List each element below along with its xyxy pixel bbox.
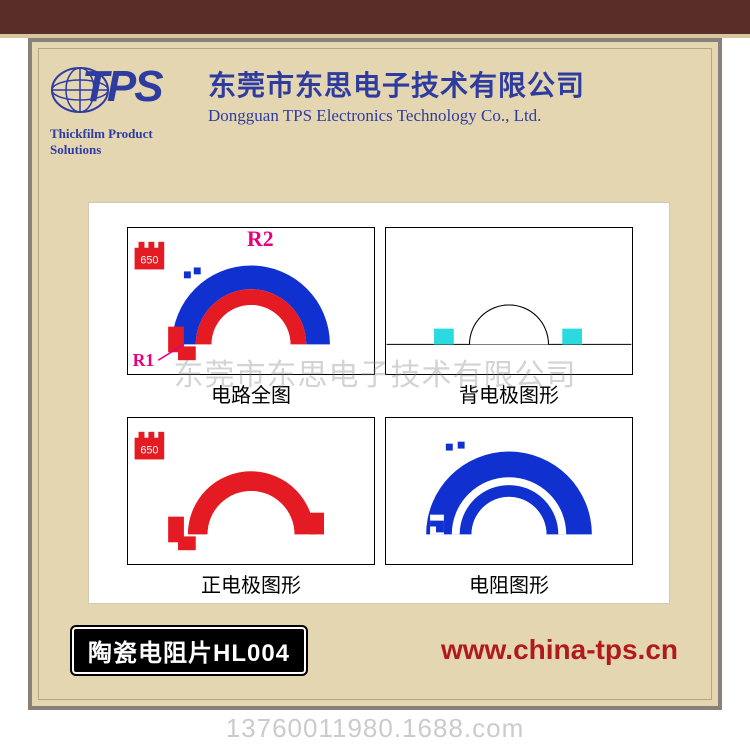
cell-full-circuit: 650 R2 R1 <box>127 227 375 375</box>
svg-text:650: 650 <box>140 255 158 267</box>
cell-resistor-pattern <box>385 417 633 565</box>
svg-text:R2: R2 <box>247 228 274 251</box>
company-name-en: Dongguan TPS Electronics Technology Co.,… <box>208 106 700 126</box>
caption-front-electrode: 正电极图形 <box>127 569 375 598</box>
header: TPS Thickfilm Product Solutions 东莞市东思电子技… <box>50 60 700 160</box>
outer-frame: TPS Thickfilm Product Solutions 东莞市东思电子技… <box>28 38 722 710</box>
svg-text:R1: R1 <box>133 350 155 370</box>
footer: 陶瓷电阻片HL004 www.china-tps.cn <box>72 626 678 674</box>
product-code-tag: 陶瓷电阻片HL004 <box>72 627 306 674</box>
logo-text: TPS <box>82 62 162 112</box>
cell-front-electrode: 650 <box>127 417 375 565</box>
page-root: TPS Thickfilm Product Solutions 东莞市东思电子技… <box>0 0 750 750</box>
logo-tagline: Thickfilm Product Solutions <box>50 126 200 158</box>
caption-back-electrode: 背电极图形 <box>385 379 633 408</box>
watermark-url: 13760011980.1688.com <box>0 713 750 744</box>
company-name-cn: 东莞市东思电子技术有限公司 <box>208 64 700 104</box>
company-name-block: 东莞市东思电子技术有限公司 Dongguan TPS Electronics T… <box>208 64 700 126</box>
top-band <box>0 0 750 34</box>
svg-text:650: 650 <box>140 445 158 457</box>
cell-back-electrode <box>385 227 633 375</box>
website-url: www.china-tps.cn <box>441 634 678 666</box>
company-logo: TPS Thickfilm Product Solutions <box>50 60 200 160</box>
caption-full-circuit: 电路全图 <box>127 379 375 408</box>
caption-resistor-pattern: 电阻图形 <box>385 569 633 598</box>
diagram-panel: 650 R2 R1 电路全图 <box>88 202 670 604</box>
